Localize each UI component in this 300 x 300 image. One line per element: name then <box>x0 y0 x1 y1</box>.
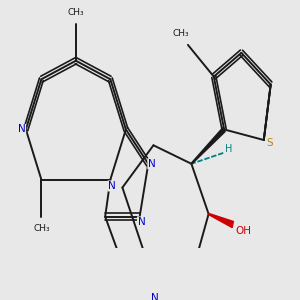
Text: N: N <box>148 159 156 169</box>
Text: CH₃: CH₃ <box>172 29 189 38</box>
Text: N: N <box>151 293 159 300</box>
Text: CH₃: CH₃ <box>68 8 84 17</box>
Text: CH₃: CH₃ <box>33 224 50 233</box>
Text: S: S <box>267 138 273 148</box>
Text: OH: OH <box>236 226 252 236</box>
Polygon shape <box>191 127 225 164</box>
Text: N: N <box>108 181 116 191</box>
Polygon shape <box>208 213 233 228</box>
Text: H: H <box>225 144 232 154</box>
Text: N: N <box>18 124 26 134</box>
Text: N: N <box>137 217 145 227</box>
